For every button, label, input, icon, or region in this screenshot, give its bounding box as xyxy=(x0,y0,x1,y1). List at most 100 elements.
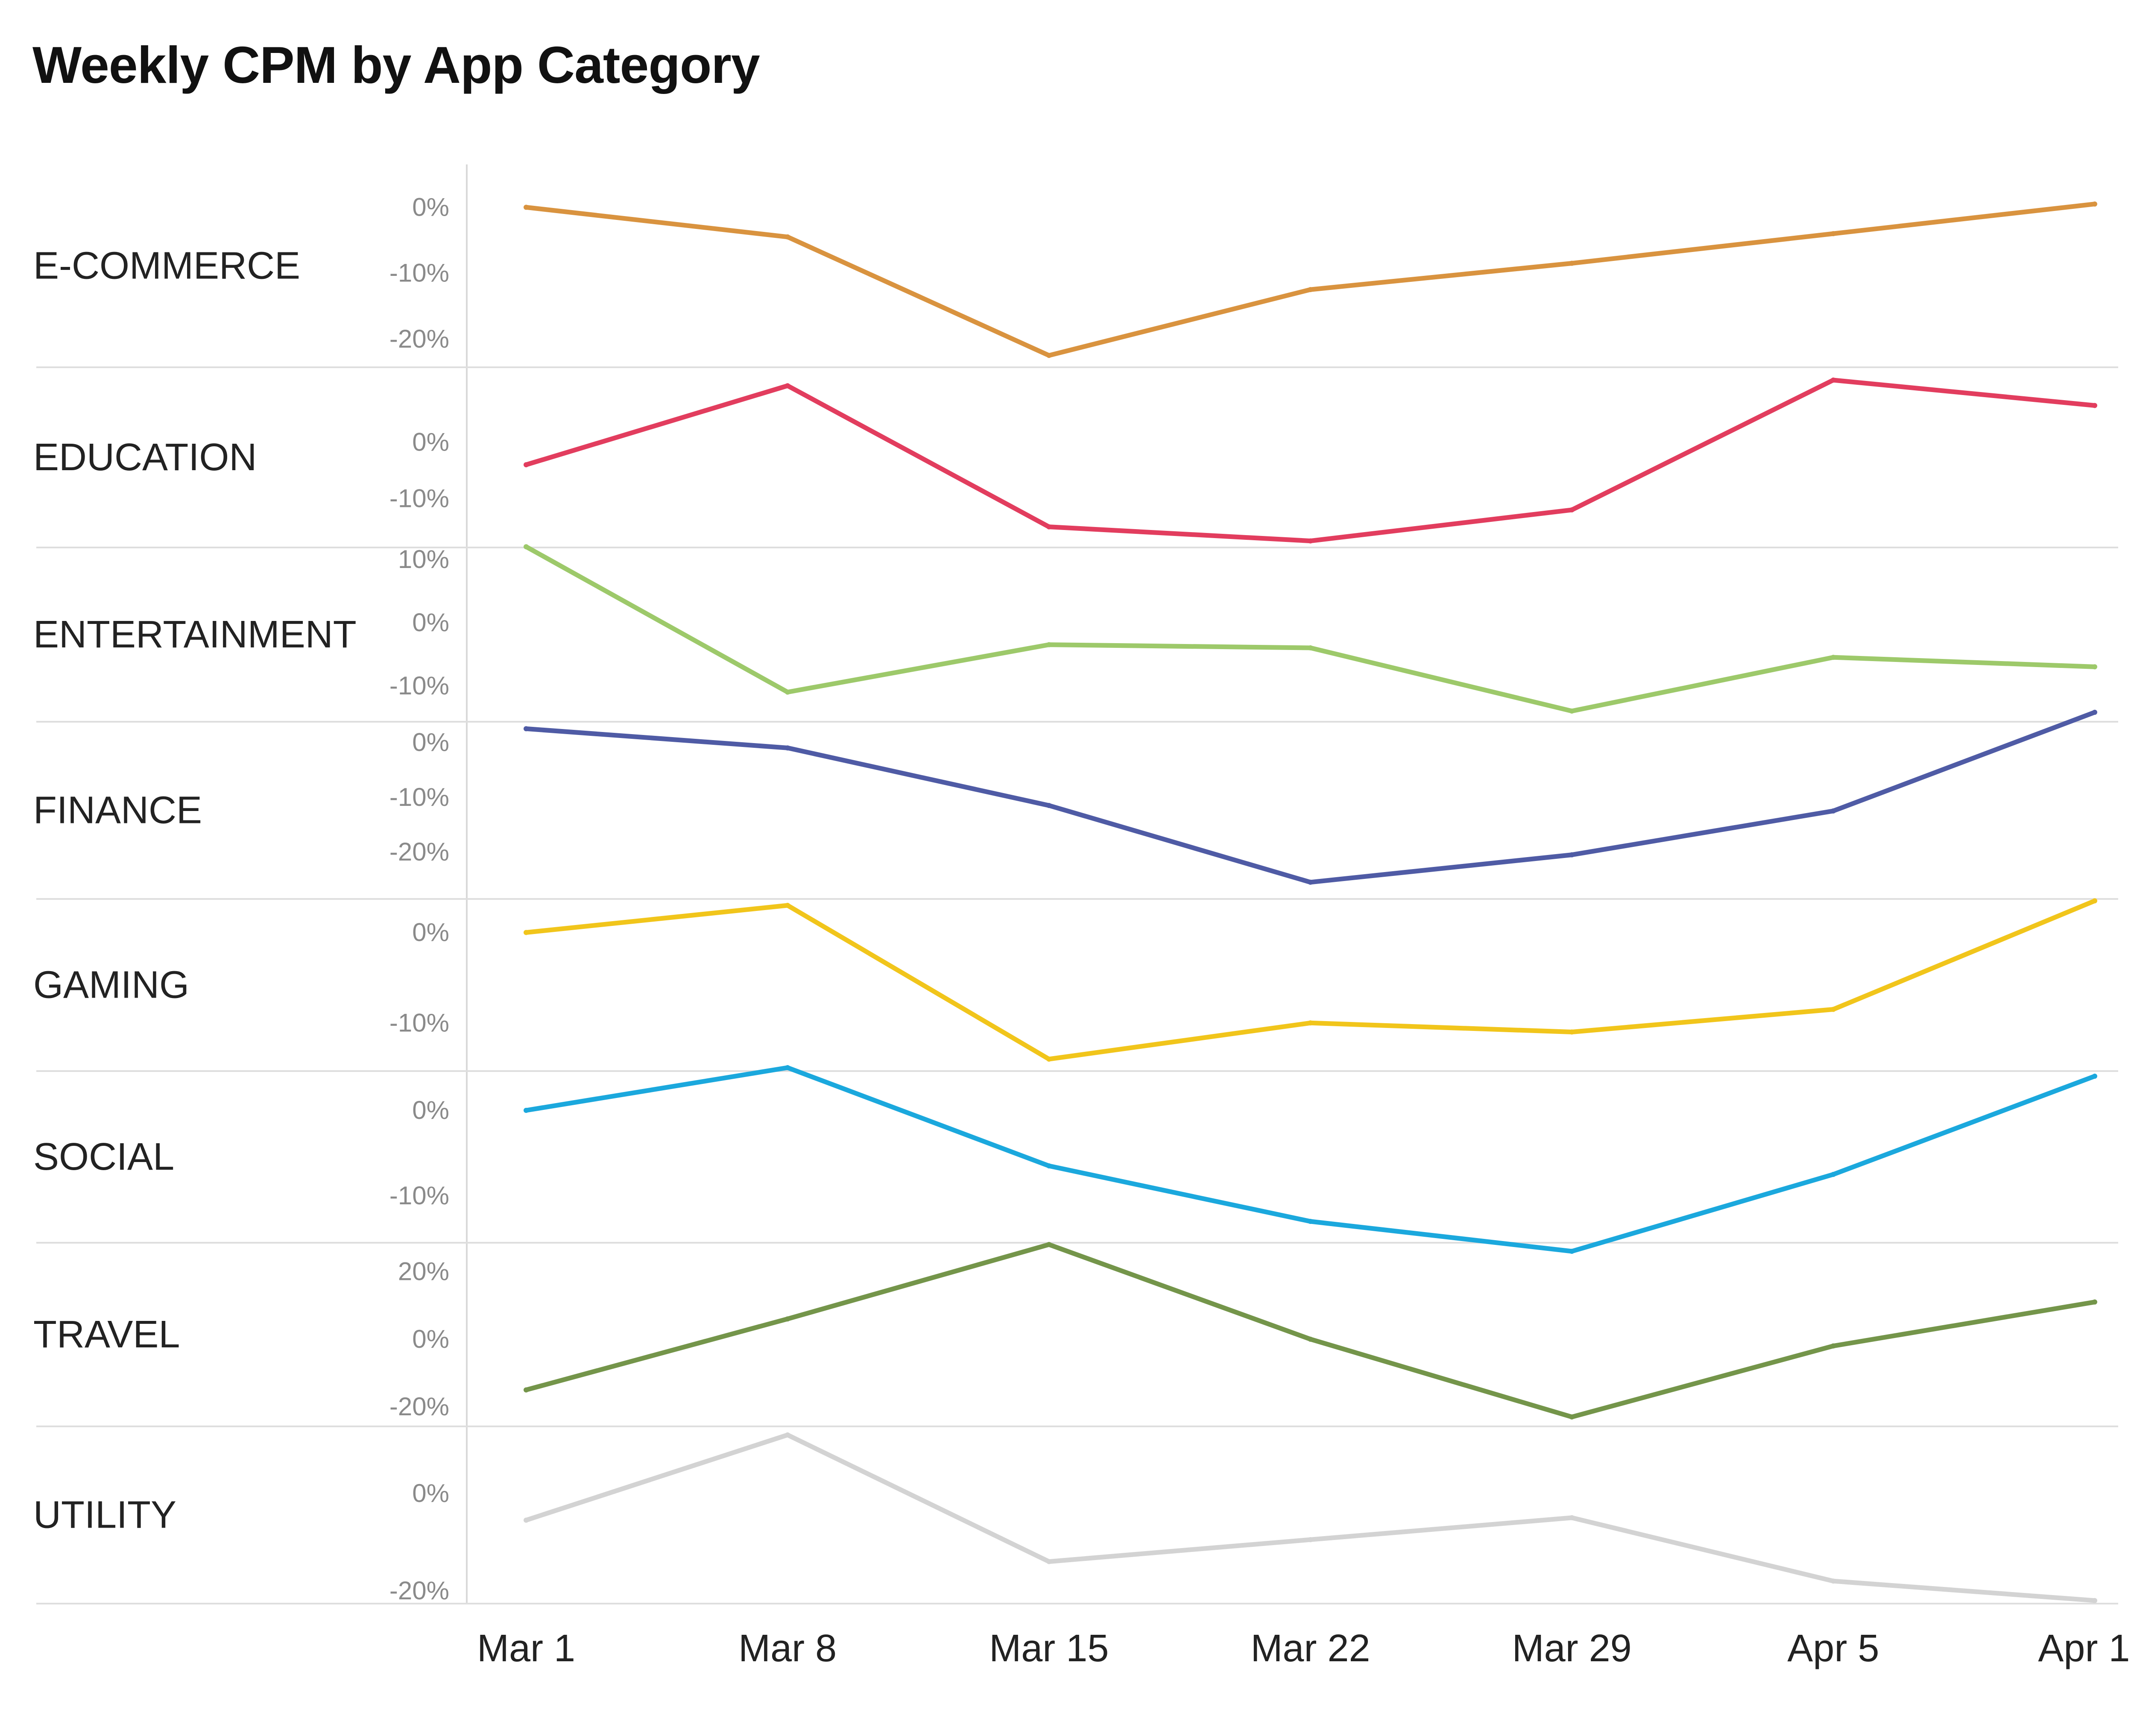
y-tick-label: 0% xyxy=(412,608,449,637)
y-tick-label: 0% xyxy=(412,728,449,757)
data-point xyxy=(1569,1029,1575,1035)
x-tick-label: Mar 22 xyxy=(1250,1627,1370,1670)
panel-label: UTILITY xyxy=(33,1494,176,1537)
x-tick-label: Mar 15 xyxy=(989,1627,1109,1670)
data-point xyxy=(785,234,790,240)
data-point xyxy=(785,903,790,908)
data-point xyxy=(1308,1336,1313,1342)
data-point xyxy=(1308,1219,1313,1224)
data-point xyxy=(1046,803,1052,808)
data-point xyxy=(1569,261,1575,266)
panel-label: GAMING xyxy=(33,964,189,1007)
data-point xyxy=(1046,353,1052,358)
series-line-gaming xyxy=(524,898,2097,1062)
data-point xyxy=(1308,879,1313,885)
panel-label: EDUCATION xyxy=(33,436,257,479)
data-point xyxy=(2092,1074,2097,1079)
data-point xyxy=(1308,287,1313,293)
data-point xyxy=(1308,538,1313,544)
y-tick-label: -10% xyxy=(389,671,449,700)
data-point xyxy=(524,205,529,210)
data-point xyxy=(1830,231,1836,237)
data-point xyxy=(1830,1172,1836,1177)
y-tick-label: 10% xyxy=(398,545,449,574)
panel-label: ENTERTAINMENT xyxy=(33,613,357,656)
y-tick-label: 0% xyxy=(412,1096,449,1124)
data-point xyxy=(1569,1515,1575,1520)
data-point xyxy=(2092,1598,2097,1603)
data-point xyxy=(1569,708,1575,714)
x-tick-label: Mar 8 xyxy=(738,1627,837,1670)
y-tick-label: 0% xyxy=(412,427,449,456)
x-tick-label: Mar 29 xyxy=(1512,1627,1632,1670)
data-point xyxy=(1046,1559,1052,1564)
data-point xyxy=(1046,524,1052,530)
y-tick-label: -20% xyxy=(389,325,449,353)
data-point xyxy=(2092,898,2097,904)
x-tick-label: Mar 1 xyxy=(477,1627,575,1670)
data-point xyxy=(524,726,529,732)
panel-label: E-COMMERCE xyxy=(33,245,300,287)
series-line-utility xyxy=(524,1432,2097,1603)
data-point xyxy=(785,383,790,389)
data-point xyxy=(785,1432,790,1437)
data-point xyxy=(1046,1242,1052,1247)
data-point xyxy=(1046,642,1052,647)
data-point xyxy=(2092,1299,2097,1305)
y-tick-label: 0% xyxy=(412,918,449,947)
data-point xyxy=(1830,378,1836,383)
data-point xyxy=(1046,1163,1052,1168)
y-tick-label: 20% xyxy=(398,1257,449,1286)
data-point xyxy=(1308,645,1313,650)
data-point xyxy=(524,462,529,468)
data-point xyxy=(524,544,529,550)
data-point xyxy=(524,1108,529,1113)
data-point xyxy=(1046,1057,1052,1062)
data-point xyxy=(1830,1578,1836,1584)
data-point xyxy=(785,1316,790,1322)
y-tick-label: -20% xyxy=(389,1392,449,1421)
y-tick-label: -10% xyxy=(389,1181,449,1210)
y-tick-label: 0% xyxy=(412,193,449,221)
data-point xyxy=(1569,1414,1575,1420)
data-point xyxy=(1830,1343,1836,1349)
data-point xyxy=(1569,1249,1575,1254)
data-point xyxy=(1830,655,1836,660)
x-tick-label: Apr 12 xyxy=(2038,1627,2131,1670)
data-point xyxy=(2092,709,2097,715)
series-line-finance xyxy=(524,710,2097,885)
data-point xyxy=(1830,808,1836,814)
data-point xyxy=(524,1517,529,1523)
data-point xyxy=(1830,1007,1836,1012)
y-tick-label: -20% xyxy=(389,837,449,866)
series-line-e-commerce xyxy=(524,202,2097,358)
data-point xyxy=(785,689,790,695)
y-tick-label: 0% xyxy=(412,1479,449,1508)
data-point xyxy=(785,1065,790,1070)
data-point xyxy=(1308,1537,1313,1543)
x-tick-label: Apr 5 xyxy=(1787,1627,1879,1670)
chart-title: Weekly CPM by App Category xyxy=(32,36,760,94)
data-point xyxy=(2092,664,2097,670)
series-line-entertainment xyxy=(524,544,2097,714)
series-line-travel xyxy=(524,1242,2097,1420)
y-tick-label: -10% xyxy=(389,259,449,287)
y-tick-label: -20% xyxy=(389,1576,449,1605)
data-point xyxy=(2092,201,2097,207)
data-point xyxy=(524,1387,529,1393)
y-tick-label: -10% xyxy=(389,484,449,513)
data-point xyxy=(785,745,790,751)
panel-label: TRAVEL xyxy=(33,1313,180,1356)
series-line-education xyxy=(524,378,2097,544)
data-point xyxy=(2092,403,2097,408)
data-point xyxy=(1569,507,1575,512)
y-tick-label: -10% xyxy=(389,1008,449,1037)
data-point xyxy=(524,930,529,935)
panel-label: SOCIAL xyxy=(33,1136,174,1178)
y-tick-label: 0% xyxy=(412,1325,449,1353)
data-point xyxy=(1308,1020,1313,1026)
data-point xyxy=(1569,852,1575,858)
y-tick-label: -10% xyxy=(389,783,449,811)
panel-label: FINANCE xyxy=(33,789,202,832)
